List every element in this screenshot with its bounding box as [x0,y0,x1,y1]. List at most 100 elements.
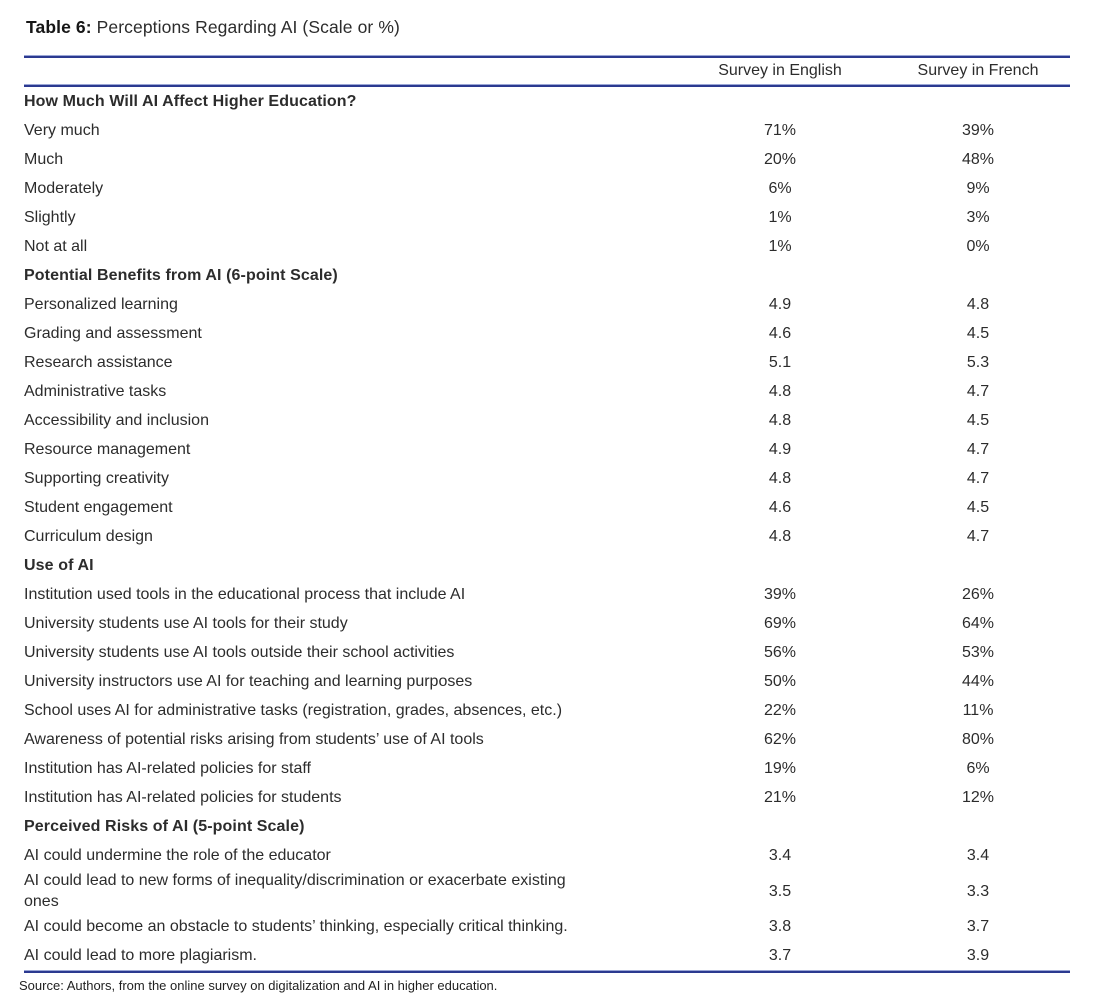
value-english: 39% [763,586,797,603]
value-english: 4.6 [768,325,792,342]
table-row: University instructors use AI for teachi… [24,667,1070,696]
table-row: Institution has AI-related policies for … [24,783,1070,812]
value-english: 4.8 [768,412,792,429]
value-french: 12% [961,789,995,806]
value-english: 56% [763,644,797,661]
value-english: 4.8 [768,470,792,487]
value-english: 21% [763,789,797,806]
table-row: Personalized learning 4.9 4.8 [24,290,1070,319]
value-french: 64% [961,615,995,632]
column-header-english: Survey in English [718,62,842,79]
row-label: Grading and assessment [24,325,202,342]
table-row: University students use AI tools outside… [24,638,1070,667]
value-french: 11% [962,702,994,719]
row-label: University instructors use AI for teachi… [24,673,473,690]
table-row: Awareness of potential risks arising fro… [24,725,1070,754]
table-row: Slightly 1% 3% [24,203,1070,232]
table-row: AI could become an obstacle to students’… [24,912,1070,941]
value-english: 50% [763,673,797,690]
value-english: 3.4 [768,847,792,864]
table-row: Not at all 1% 0% [24,232,1070,261]
row-label: AI could lead to more plagiarism. [24,947,257,964]
value-english: 71% [763,122,797,139]
table-row: Very much 71% 39% [24,116,1070,145]
section-header: Potential Benefits from AI (6-point Scal… [24,267,338,284]
row-label: Institution has AI-related policies for … [24,789,342,806]
column-header-row: Survey in English Survey in French [24,58,1070,84]
table-container: Survey in English Survey in French How M… [19,55,1070,994]
value-french: 4.7 [966,383,990,400]
table-caption: Perceptions Regarding AI (Scale or %) [96,17,400,37]
table-row: School uses AI for administrative tasks … [24,696,1070,725]
value-french: 3.4 [966,847,990,864]
table-row: Grading and assessment 4.6 4.5 [24,319,1070,348]
value-french: 53% [961,644,995,661]
value-french: 4.5 [966,499,990,516]
value-english: 69% [763,615,797,632]
row-label: Student engagement [24,499,173,516]
table-row: Resource management 4.9 4.7 [24,435,1070,464]
value-english: 4.9 [768,296,792,313]
bottom-rule-divider [24,970,1070,973]
value-english: 3.7 [768,947,792,964]
value-french: 3% [966,209,990,226]
value-french: 4.8 [966,296,990,313]
value-english: 3.8 [768,918,792,935]
section-header: How Much Will AI Affect Higher Education… [24,93,357,110]
row-label: Institution used tools in the educationa… [24,586,466,603]
row-label: AI could become an obstacle to students’… [24,918,568,935]
value-english: 5.1 [768,354,792,371]
table-row: Much 20% 48% [24,145,1070,174]
value-english: 4.8 [768,383,792,400]
column-header-french: Survey in French [917,62,1039,79]
value-french: 3.7 [966,918,990,935]
table-row: Moderately 6% 9% [24,174,1070,203]
value-french: 0% [966,238,990,255]
value-english: 1% [768,209,792,226]
table-row: AI could lead to more plagiarism. 3.7 3.9 [24,941,1070,970]
value-english: 19% [763,760,797,777]
table-row: Research assistance 5.1 5.3 [24,348,1070,377]
section-header: Use of AI [24,557,94,574]
perceptions-table: How Much Will AI Affect Higher Education… [24,87,1070,970]
table-row: University students use AI tools for the… [24,609,1070,638]
section-row: Potential Benefits from AI (6-point Scal… [24,261,1070,290]
row-label: Supporting creativity [24,470,169,487]
value-english: 22% [763,702,797,719]
top-rule-divider [24,55,1070,58]
row-label: Awareness of potential risks arising fro… [24,731,484,748]
table-row: Administrative tasks 4.8 4.7 [24,377,1070,406]
table-number: Table 6: [26,17,92,37]
table-title: Table 6: Perceptions Regarding AI (Scale… [26,15,1107,39]
value-french: 4.7 [966,441,990,458]
row-label: Administrative tasks [24,383,167,400]
source-note: Source: Authors, from the online survey … [19,978,498,993]
value-french: 26% [961,586,995,603]
value-french: 4.7 [966,528,990,545]
table-row: Curriculum design 4.8 4.7 [24,522,1070,551]
value-english: 4.9 [768,441,792,458]
table-row: Student engagement 4.6 4.5 [24,493,1070,522]
row-label: Much [24,151,64,168]
value-english: 62% [763,731,797,748]
value-french: 3.3 [966,882,990,900]
value-french: 48% [961,151,995,168]
table-row: AI could lead to new forms of inequality… [24,870,1070,912]
row-label: School uses AI for administrative tasks … [24,702,563,719]
table-row: Institution used tools in the educationa… [24,580,1070,609]
row-label: AI could undermine the role of the educa… [24,847,331,864]
row-label: University students use AI tools outside… [24,644,455,661]
value-english: 20% [763,151,797,168]
row-label: Accessibility and inclusion [24,412,209,429]
row-label: Moderately [24,180,104,197]
row-label: University students use AI tools for the… [24,615,348,632]
row-label: Slightly [24,209,76,226]
row-label: Research assistance [24,354,173,371]
row-label: AI could lead to new forms of inequality… [24,872,566,910]
row-label: Curriculum design [24,528,153,545]
value-french: 6% [966,760,990,777]
value-french: 80% [961,731,995,748]
section-row: Use of AI [24,551,1070,580]
value-english: 3.5 [768,882,792,900]
